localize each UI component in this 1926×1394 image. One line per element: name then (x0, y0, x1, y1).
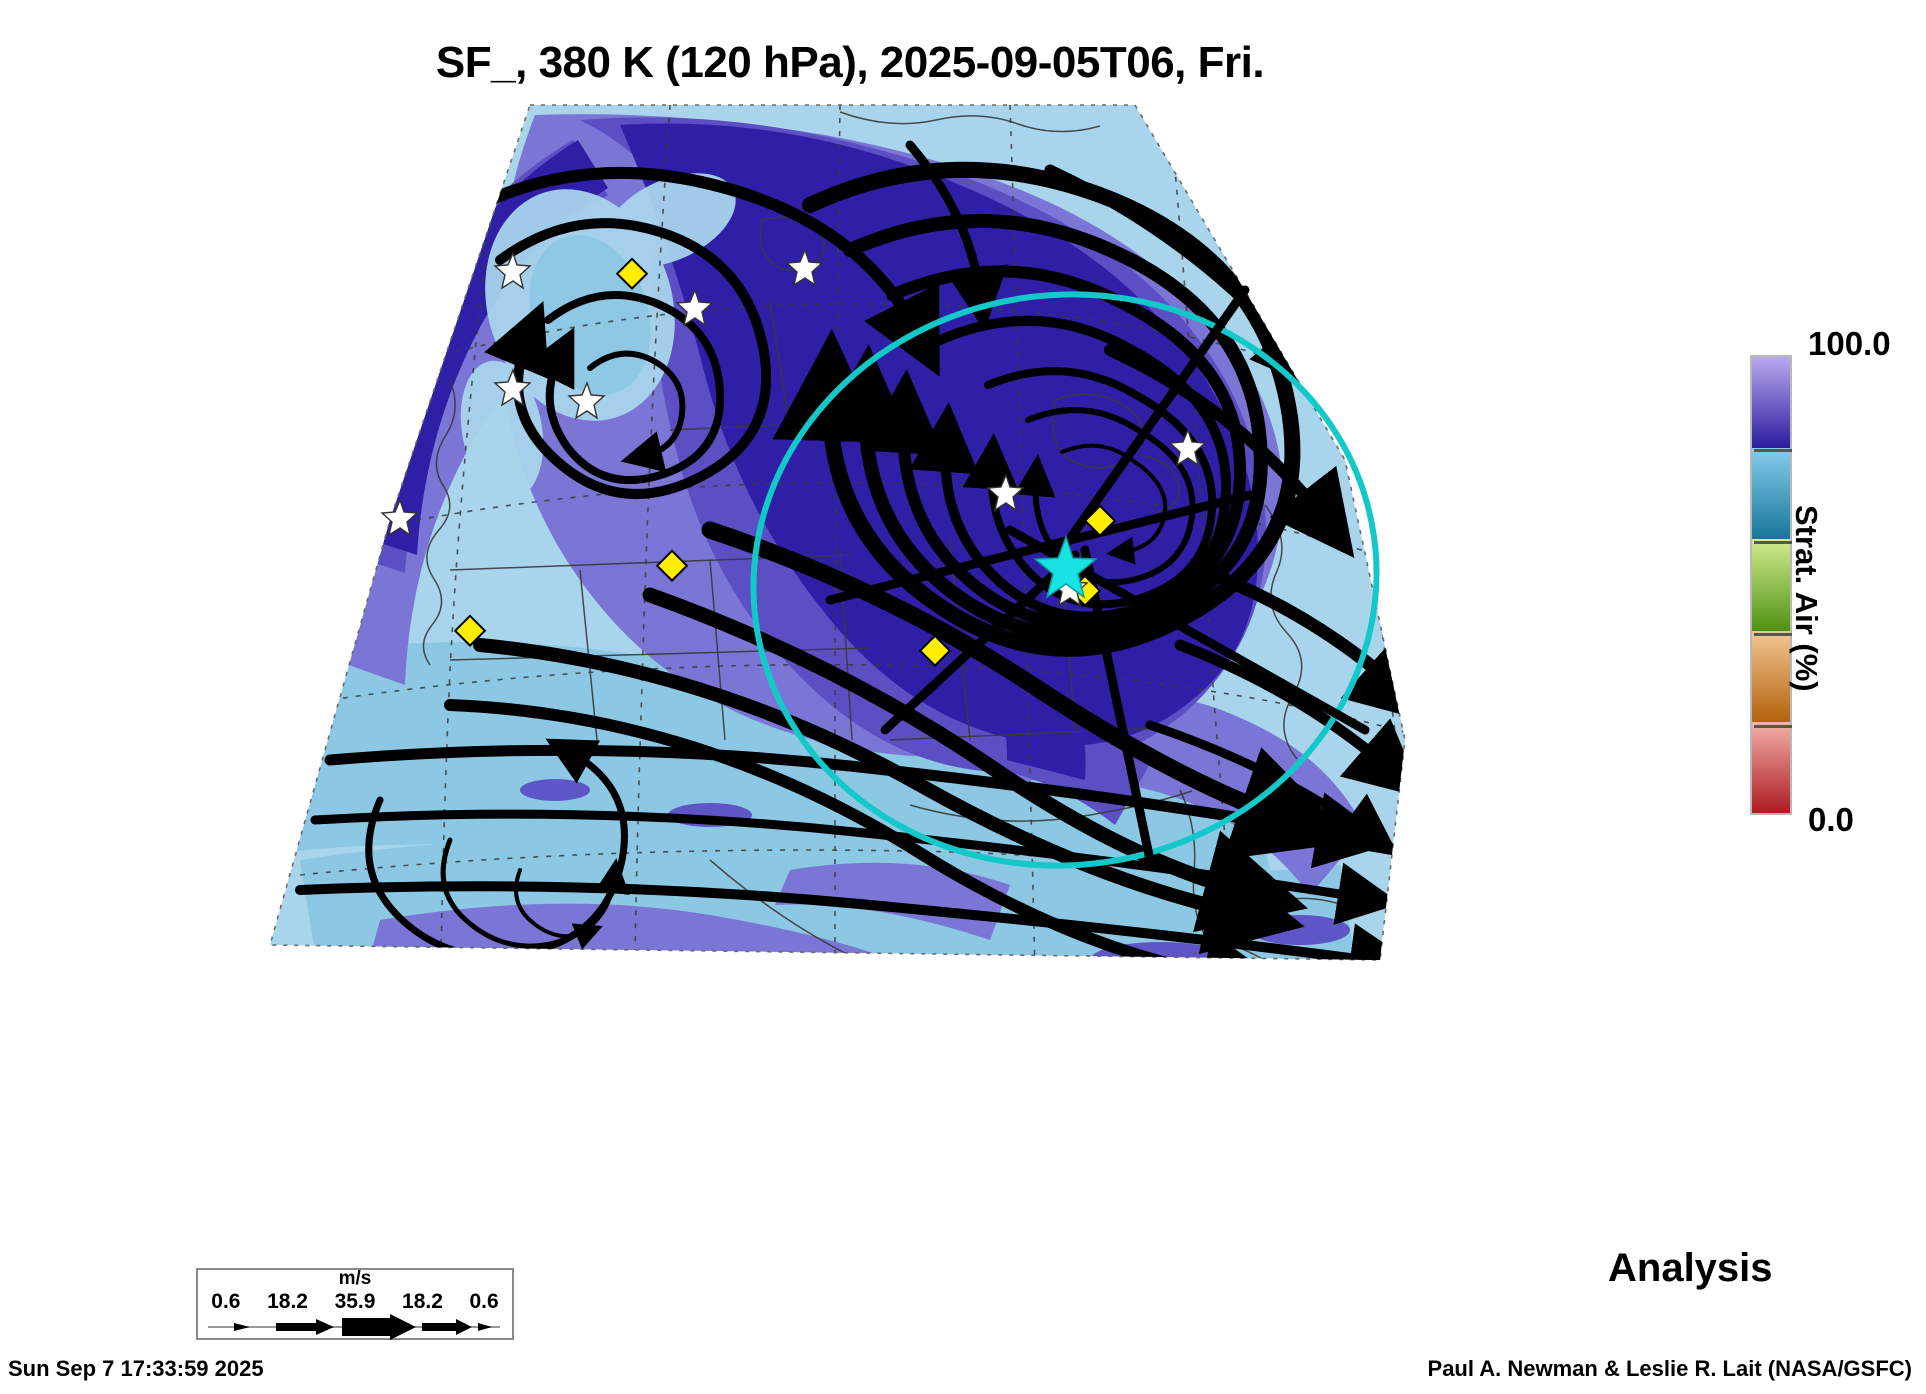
generation-timestamp: Sun Sep 7 17:33:59 2025 (8, 1356, 264, 1381)
author-credit: Paul A. Newman & Leslie R. Lait (NASA/GS… (1427, 1356, 1912, 1381)
colorbar-group: 100.0 0.0 Strat. Air (%) (1750, 325, 1926, 838)
colorbar-band-green (1752, 539, 1790, 631)
wind-value: 18.2 (267, 1290, 308, 1313)
wind-legend-values: 0.6 18.2 35.9 18.2 0.6 (198, 1290, 512, 1314)
white-star-markers[interactable] (380, 248, 1207, 607)
range-circle-overlay (750, 291, 1380, 869)
flight-tracks (825, 285, 1370, 865)
colorbar-tick (1754, 449, 1792, 452)
colorbar-axis-label: Strat. Air (%) (1789, 505, 1824, 692)
wind-speed-legend: m/s 0.6 18.2 35.9 18.2 0.6 (196, 1268, 514, 1340)
wind-value: 35.9 (334, 1290, 376, 1313)
base-site-star-icon[interactable] (1033, 534, 1098, 599)
colorbar-tick (1754, 541, 1792, 544)
colorbar-band-blue (1752, 448, 1790, 540)
analysis-label: Analysis (1608, 1246, 1773, 1290)
map-canvas (268, 104, 1406, 961)
colorbar-tick (1754, 725, 1792, 728)
wind-value: 18.2 (402, 1290, 443, 1313)
colorbar-max-label: 100.0 (1808, 325, 1891, 362)
map-boundary (268, 104, 1406, 961)
colorbar-min-label: 0.0 (1808, 801, 1854, 838)
wind-value: 0.6 (211, 1290, 241, 1313)
colorbar-tick (1754, 633, 1792, 636)
colorbar (1750, 355, 1792, 815)
map-plate (150, 100, 1510, 1020)
wind-value: 0.6 (469, 1290, 499, 1313)
colorbar-band-purple (1752, 357, 1790, 449)
colorbar-band-orange (1752, 630, 1790, 722)
wind-legend-arrows (208, 1314, 500, 1340)
colorbar-band-red (1752, 721, 1790, 813)
wind-legend-unit: m/s (338, 1268, 372, 1289)
page-title: SF_, 380 K (120 hPa), 2025-09-05T06, Fri… (435, 38, 1265, 87)
